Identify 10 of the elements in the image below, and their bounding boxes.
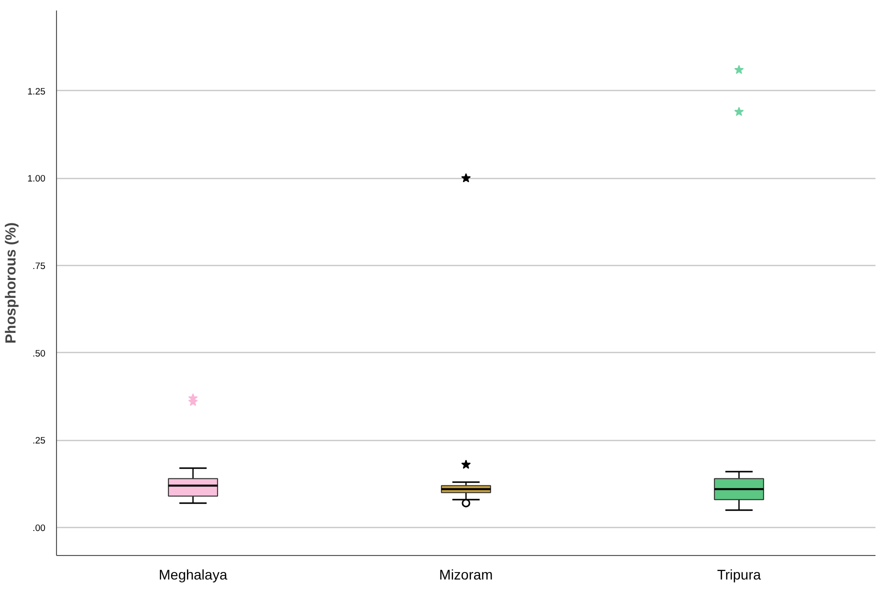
x-tick-label: Tripura [717, 566, 762, 582]
y-tick-label: .25 [32, 436, 46, 446]
y-tick-label: 1.25 [27, 86, 46, 96]
y-tick-label: .50 [32, 348, 46, 358]
y-axis-title: Phosphorous (%) [3, 222, 20, 344]
x-tick-label: Meghalaya [158, 566, 228, 582]
y-tick-label: 1.00 [27, 174, 46, 184]
x-tick-label: Mizoram [439, 566, 493, 582]
y-tick-label: .00 [32, 523, 46, 534]
y-tick-label: .75 [32, 261, 46, 272]
